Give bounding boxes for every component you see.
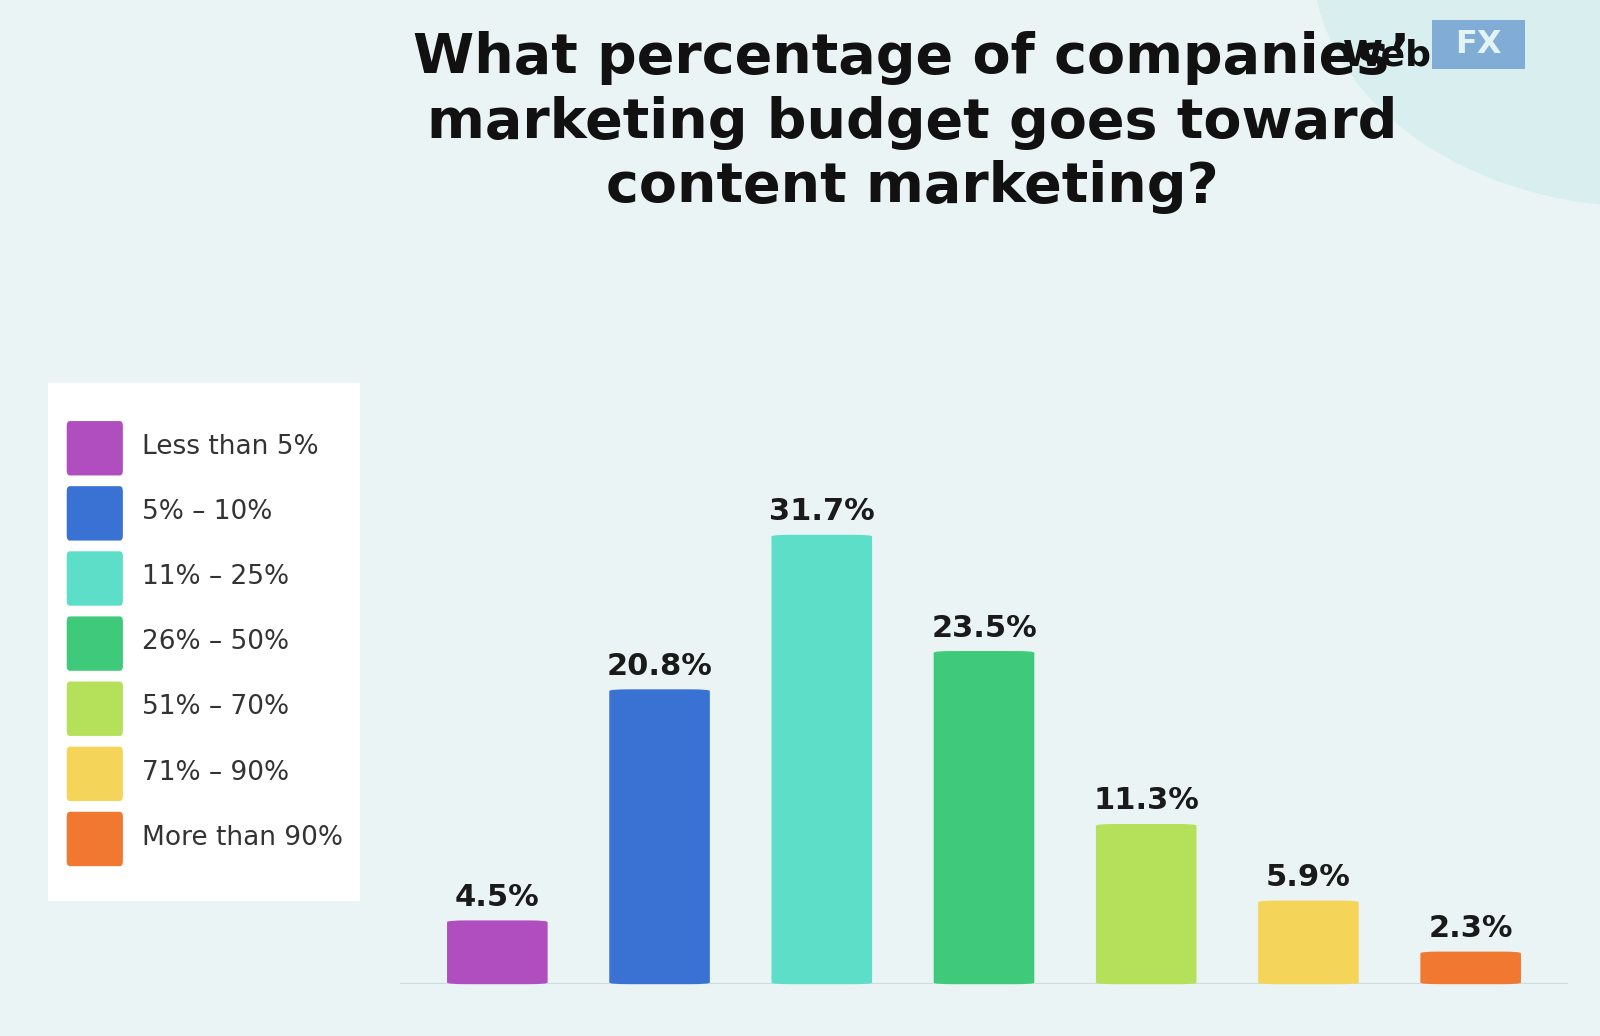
FancyBboxPatch shape xyxy=(42,373,366,912)
Text: 71% – 90%: 71% – 90% xyxy=(141,759,288,785)
Text: More than 90%: More than 90% xyxy=(141,825,342,851)
Wedge shape xyxy=(1312,0,1600,207)
Text: Less than 5%: Less than 5% xyxy=(141,434,318,460)
Text: 11% – 25%: 11% – 25% xyxy=(141,565,288,591)
Text: 23.5%: 23.5% xyxy=(931,613,1037,642)
FancyBboxPatch shape xyxy=(1421,952,1522,984)
Text: 31.7%: 31.7% xyxy=(770,497,875,526)
Text: 20.8%: 20.8% xyxy=(606,652,712,681)
FancyBboxPatch shape xyxy=(1096,824,1197,984)
FancyBboxPatch shape xyxy=(67,747,123,801)
Text: FX: FX xyxy=(1454,29,1502,60)
FancyBboxPatch shape xyxy=(610,689,710,984)
Text: 4.5%: 4.5% xyxy=(454,883,539,912)
Text: 51% – 70%: 51% – 70% xyxy=(141,694,288,720)
Text: Web: Web xyxy=(1342,38,1432,73)
Text: 11.3%: 11.3% xyxy=(1093,786,1198,815)
FancyBboxPatch shape xyxy=(67,616,123,671)
FancyBboxPatch shape xyxy=(67,486,123,541)
FancyBboxPatch shape xyxy=(67,682,123,736)
FancyBboxPatch shape xyxy=(67,421,123,476)
FancyBboxPatch shape xyxy=(67,551,123,606)
Text: 2.3%: 2.3% xyxy=(1429,914,1514,943)
Text: 26% – 50%: 26% – 50% xyxy=(141,629,288,656)
FancyBboxPatch shape xyxy=(771,535,872,984)
FancyBboxPatch shape xyxy=(67,812,123,866)
FancyBboxPatch shape xyxy=(934,651,1034,984)
FancyBboxPatch shape xyxy=(1258,900,1358,984)
FancyBboxPatch shape xyxy=(446,920,547,984)
Text: 5.9%: 5.9% xyxy=(1266,863,1350,892)
Text: What percentage of companies’
marketing budget goes toward
content marketing?: What percentage of companies’ marketing … xyxy=(413,31,1411,214)
Text: 5% – 10%: 5% – 10% xyxy=(141,499,272,525)
